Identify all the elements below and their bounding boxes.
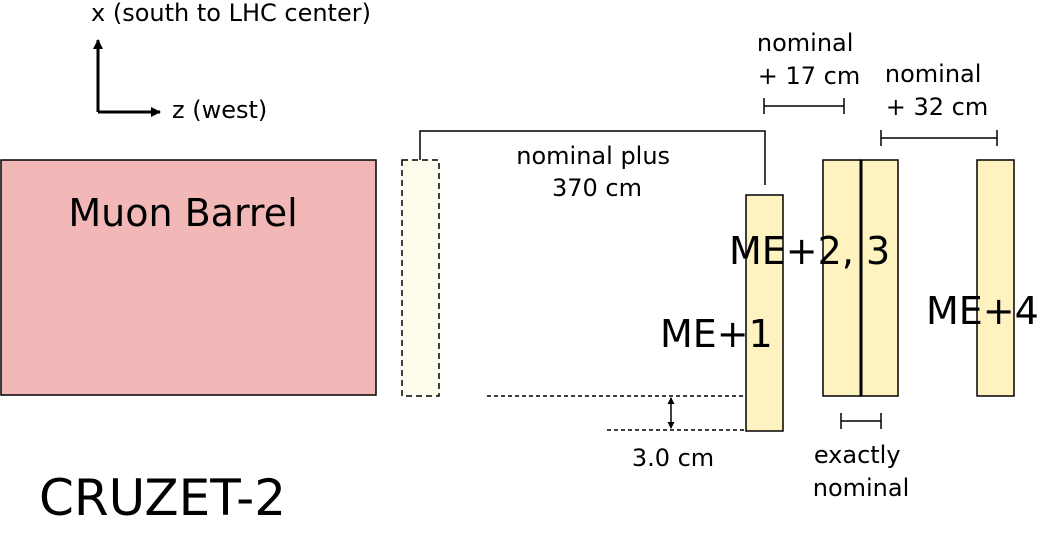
me3-chamber	[860, 159, 899, 397]
me4-shift-label-line1: nominal	[885, 60, 982, 88]
me2-chamber	[822, 159, 862, 397]
vertical-offset-label: 3.0 cm	[632, 444, 714, 472]
me4-shift-label-line2: + 32 cm	[886, 93, 988, 121]
me1-shift-label-line2: 370 cm	[552, 174, 642, 202]
me1-shift-bracket	[419, 130, 766, 185]
me1-chamber	[745, 194, 784, 432]
me2-shift-label-line1: nominal	[757, 29, 854, 57]
muon-barrel-label: Muon Barrel	[68, 191, 297, 235]
coordinate-axes: x (south to LHC center) z (west)	[91, 0, 371, 124]
me3-nominal-label: exactly nominal	[813, 441, 910, 502]
me4-shift-dimension	[880, 130, 998, 146]
me1-shift-label-line1: nominal plus	[516, 142, 670, 170]
me3-nominal-label-line2: nominal	[813, 474, 910, 502]
me1-shift-label: nominal plus 370 cm	[516, 142, 677, 202]
me2-shift-label-line2: + 17 cm	[758, 62, 860, 90]
me2-shift-label: nominal + 17 cm	[757, 29, 861, 90]
me3-nominal-dimension	[840, 413, 882, 429]
vertical-offset-dimension	[487, 395, 745, 431]
me1-nominal-position	[401, 159, 440, 397]
me4-shift-label: nominal + 32 cm	[885, 60, 989, 121]
me4-chamber	[976, 159, 1015, 397]
me3-nominal-label-line1: exactly	[814, 441, 901, 469]
run-title: CRUZET-2	[39, 469, 286, 527]
me23-label: ME+2, 3	[729, 229, 890, 273]
me4-label: ME+4	[926, 289, 1039, 333]
x-axis-label: x (south to LHC center)	[91, 0, 371, 27]
muon-barrel	[0, 159, 377, 396]
me1-label: ME+1	[660, 312, 773, 356]
me2-shift-dimension	[763, 98, 845, 114]
z-axis-label: z (west)	[172, 96, 267, 124]
